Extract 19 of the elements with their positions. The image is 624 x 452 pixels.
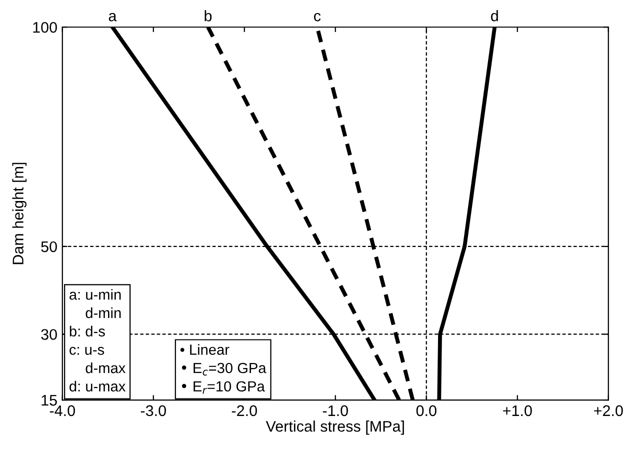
series-label: d [491, 10, 498, 22]
x-tick-label: -1.0 [322, 405, 348, 416]
y-axis-title: Dam height [m] [12, 162, 26, 264]
y-tick-label: 15 [42, 395, 57, 406]
x-tick-label: 0.0 [416, 405, 436, 416]
x-tick-label: -4.0 [50, 405, 75, 416]
x-tick-label: -2.0 [232, 405, 257, 416]
series-label: b [204, 10, 212, 22]
series-label: c [314, 12, 321, 22]
series-label: a [108, 12, 117, 22]
y-tick-label: 100 [33, 22, 57, 33]
y-tick-label: 30 [41, 329, 57, 340]
annotation: • Linear • E$_{c}$=30 GPa • E$_{r}$=10 GPa [180, 344, 266, 394]
y-tick-label: 50 [41, 241, 57, 252]
x-axis-title: Vertical stress [MPa] [266, 420, 404, 435]
x-tick-label: +2.0 [594, 405, 623, 416]
x-tick-label: -3.0 [140, 405, 166, 416]
annotation: a: u-min d-min b: d-s c: u-s d-max d: u-max [70, 289, 126, 392]
x-tick-label: +1.0 [503, 405, 532, 416]
